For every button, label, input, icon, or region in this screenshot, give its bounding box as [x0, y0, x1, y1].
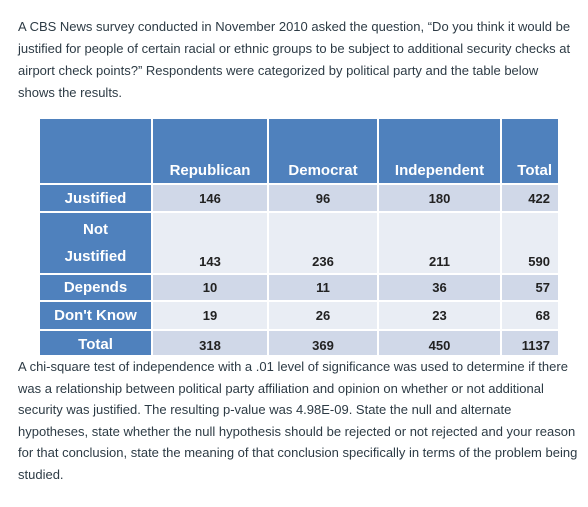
question-paragraph: A chi-square test of independence with a… [18, 359, 578, 482]
row-label-justified: Justified [38, 183, 153, 213]
survey-results-table: Republican Democrat Independent Total Ju… [38, 117, 560, 357]
row-label-line: Not [83, 221, 108, 238]
table-cell: 57 [500, 273, 560, 302]
table-cell: 211 [377, 211, 502, 275]
table-cell: 36 [377, 273, 502, 302]
survey-table-container: Republican Democrat Independent Total Ju… [38, 117, 560, 357]
row-label-depends: Depends [38, 273, 153, 302]
table-row-dont-know: Don't Know 19 26 23 68 [38, 300, 560, 331]
table-cell: 180 [377, 183, 502, 213]
table-cell: 11 [267, 273, 379, 302]
table-cell: 143 [151, 211, 269, 275]
row-label-not-justified: Not Justified [38, 211, 153, 275]
table-cell: 96 [267, 183, 379, 213]
table-cell: 422 [500, 183, 560, 213]
table-cell: 369 [267, 329, 379, 357]
column-header-democrat: Democrat [267, 117, 379, 185]
table-corner-cell [38, 117, 153, 185]
table-cell: 1137 [500, 329, 560, 357]
table-row-total: Total 318 369 450 1137 [38, 329, 560, 357]
table-cell: 318 [151, 329, 269, 357]
table-cell: 146 [151, 183, 269, 213]
table-cell: 26 [267, 300, 379, 331]
table-cell: 10 [151, 273, 269, 302]
table-cell: 23 [377, 300, 502, 331]
table-header-row: Republican Democrat Independent Total [38, 117, 560, 185]
table-row-depends: Depends 10 11 36 57 [38, 273, 560, 302]
row-label-dont-know: Don't Know [38, 300, 153, 331]
row-label-total: Total [38, 329, 153, 357]
intro-paragraph: A CBS News survey conducted in November … [18, 19, 571, 100]
table-row-justified: Justified 146 96 180 422 [38, 183, 560, 213]
table-row-not-justified: Not Justified 143 236 211 590 [38, 211, 560, 275]
table-cell: 68 [500, 300, 560, 331]
table-cell: 450 [377, 329, 502, 357]
column-header-independent: Independent [377, 117, 502, 185]
row-label-line: Justified [64, 248, 127, 265]
column-header-republican: Republican [151, 117, 269, 185]
column-header-total: Total [500, 117, 560, 185]
table-cell: 590 [500, 211, 560, 275]
table-cell: 236 [267, 211, 379, 275]
table-cell: 19 [151, 300, 269, 331]
